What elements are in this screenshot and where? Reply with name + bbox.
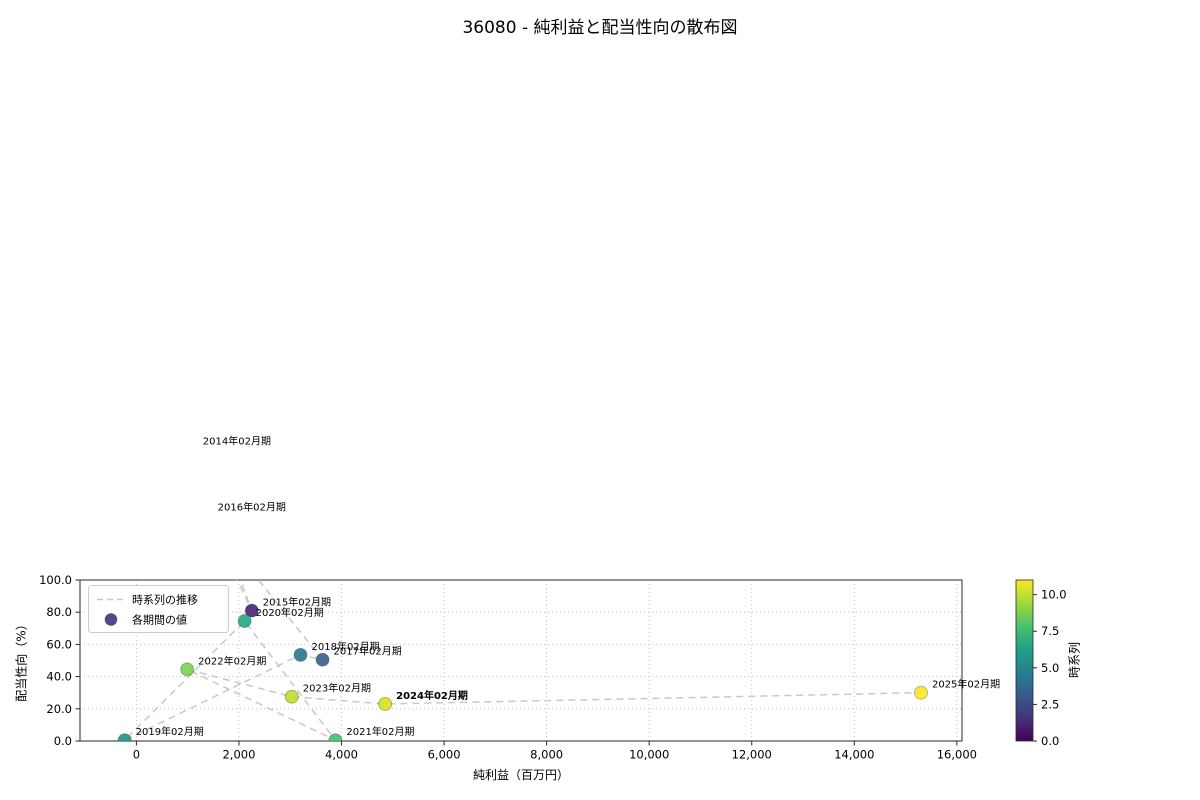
scatter-point — [200, 509, 213, 522]
scatter-point — [117, 733, 132, 741]
y-tick-label: 0.0 — [54, 734, 72, 748]
colorbar-tick-label: 5.0 — [1041, 661, 1059, 675]
point-annotation: 2020年02月期 — [256, 606, 324, 619]
x-axis-label: 純利益（百万円） — [472, 768, 569, 782]
scatter-point — [185, 443, 198, 456]
y-tick-label: 80.0 — [46, 605, 72, 619]
y-tick-label: 60.0 — [46, 637, 72, 651]
x-tick-label: 14,000 — [834, 748, 874, 762]
colorbar-tick-label: 7.5 — [1041, 624, 1059, 638]
x-tick-label: 8,000 — [530, 748, 563, 762]
point-annotation: 2019年02月期 — [136, 725, 204, 738]
point-annotation: 2017年02月期 — [334, 645, 402, 658]
point-annotation: 2016年02月期 — [218, 501, 286, 514]
point-annotation: 2021年02月期 — [346, 725, 414, 738]
colorbar-tick-label: 2.5 — [1041, 697, 1059, 711]
y-tick-label: 20.0 — [46, 702, 72, 716]
x-tick-label: 10,000 — [629, 748, 669, 762]
scatter-point — [237, 614, 252, 629]
legend-marker-sample — [104, 613, 118, 626]
time-series-line — [124, 580, 922, 741]
scatter-point — [284, 689, 299, 704]
scatter-point — [315, 652, 330, 667]
x-tick-label: 4,000 — [325, 748, 358, 762]
x-tick-label: 2,000 — [222, 748, 255, 762]
colorbar — [1015, 579, 1034, 742]
y-tick-label: 40.0 — [46, 670, 72, 684]
point-annotation: 2018年02月期 — [312, 640, 380, 653]
scatter-point — [378, 696, 393, 711]
y-tick-label: 100.0 — [39, 573, 72, 587]
colorbar-label: 時系列 — [1067, 641, 1082, 679]
x-tick-label: 12,000 — [732, 748, 772, 762]
x-tick-label: 6,000 — [428, 748, 461, 762]
legend-box — [88, 585, 229, 633]
scatter-point — [328, 733, 343, 741]
plot-frame — [79, 579, 963, 742]
chart-title: 36080 - 純利益と配当性向の散布図 — [462, 18, 738, 38]
point-annotation: 2023年02月期 — [303, 682, 371, 695]
point-annotation: 2015年02月期 — [263, 596, 331, 609]
x-tick-label: 16,000 — [937, 748, 977, 762]
scatter-points — [117, 443, 928, 741]
y-axis-label: 配当性向（%） — [14, 618, 29, 702]
point-annotation: 2014年02月期 — [203, 435, 271, 448]
point-annotation: 2025年02月期 — [932, 678, 1000, 691]
scatter-point — [913, 685, 928, 700]
point-annotation: 2024年02月期 — [396, 689, 468, 702]
scatter-point — [244, 603, 259, 618]
scatter-point — [180, 662, 195, 677]
x-tick-label: 0 — [133, 748, 140, 762]
colorbar-tick-label: 0.0 — [1041, 734, 1059, 748]
legend-line-label: 時系列の推移 — [132, 593, 198, 607]
point-annotation: 2022年02月期 — [198, 654, 266, 667]
legend-point-label: 各期間の値 — [132, 613, 187, 627]
colorbar-tick-label: 10.0 — [1041, 588, 1067, 602]
scatter-point — [293, 647, 308, 662]
